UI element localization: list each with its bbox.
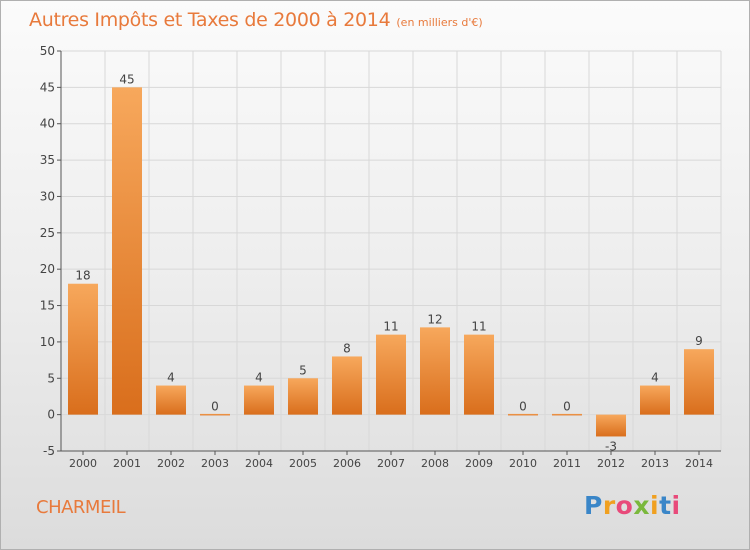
y-tick-label: 30 [40,189,55,203]
x-tick-label: 2012 [597,457,625,470]
bar [596,414,626,437]
data-label: -3 [605,439,617,453]
bar [332,356,362,415]
axes [57,50,721,455]
chart-subtitle: (en milliers d'€) [396,16,483,29]
data-label: 45 [119,72,134,86]
bar [684,349,714,415]
bars [68,87,714,437]
bar [244,385,274,415]
data-label: 4 [651,371,659,385]
x-tick-label: 2005 [289,457,317,470]
x-tick-label: 2008 [421,457,449,470]
x-tick-label: 2011 [553,457,581,470]
y-tick-label: 0 [47,408,55,422]
logo-letter: i [650,491,660,520]
data-label: 4 [255,371,263,385]
bar [112,87,142,415]
x-tick-label: 2013 [641,457,669,470]
x-tick-label: 2007 [377,457,405,470]
logo-letter: i [671,491,681,520]
logo-letter: t [659,491,672,520]
x-tick-label: 2010 [509,457,537,470]
data-label: 9 [695,334,703,348]
x-tick-label: 2002 [157,457,185,470]
y-tick-label: 35 [40,153,55,167]
x-tick-label: 2004 [245,457,273,470]
data-label: 11 [383,320,398,334]
y-tick-label: 45 [40,80,55,94]
data-label: 4 [167,371,175,385]
y-tick-label: 20 [40,262,55,276]
proxiti-logo: Proxiti [584,491,681,520]
y-tick-label: -5 [43,444,55,458]
y-tick-label: 15 [40,299,55,313]
x-tick-labels: 2000 2001 2002 2003 2004 2005 2006 2007 2008 2009… [69,457,713,470]
data-label: 0 [519,400,527,414]
data-label: 8 [343,341,351,355]
bar [464,334,494,415]
bar [376,334,406,415]
logo-letter: P [584,491,603,520]
x-tick-label: 2006 [333,457,361,470]
bar [508,413,538,416]
bar [200,413,230,416]
bar [288,378,318,415]
y-tick-label: 25 [40,226,55,240]
data-label: 12 [427,312,442,326]
bar [420,327,450,415]
bar [68,283,98,415]
logo-letter: x [633,491,650,520]
bar [156,385,186,415]
data-label: 18 [75,269,90,283]
y-tick-labels: -5 0 5 10 15 20 25 30 35 40 45 50 [40,44,55,458]
data-label: 0 [211,400,219,414]
data-label: 5 [299,363,307,377]
y-tick-label: 5 [47,371,55,385]
title-text: Autres Impôts et Taxes de 2000 à 2014 [29,9,391,31]
x-tick-label: 2003 [201,457,229,470]
logo-letter: o [615,491,634,520]
bar [640,385,670,415]
x-tick-label: 2001 [113,457,141,470]
bar [552,413,582,416]
x-tick-label: 2014 [685,457,713,470]
y-tick-label: 50 [40,44,55,58]
y-tick-label: 40 [40,117,55,131]
data-label: 11 [471,320,486,334]
x-tick-label: 2009 [465,457,493,470]
data-label: 0 [563,400,571,414]
logo-letter: r [602,491,616,520]
chart-title: Autres Impôts et Taxes de 2000 à 2014 (en… [29,9,483,31]
town-name: CHARMEIL [36,497,126,518]
y-tick-label: 10 [40,335,55,349]
x-tick-label: 2000 [69,457,97,470]
